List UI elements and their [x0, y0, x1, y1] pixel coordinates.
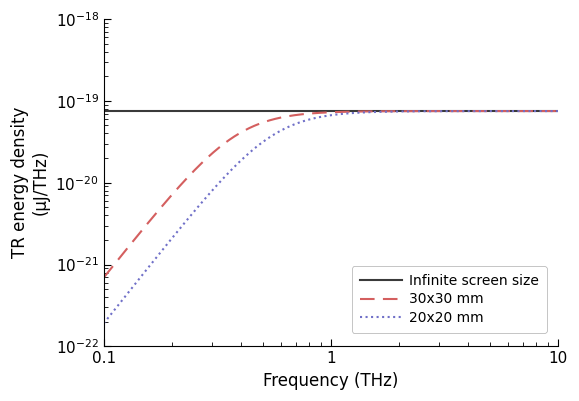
Line: 20x20 mm: 20x20 mm [104, 111, 558, 323]
30x30 mm [284, 114, 291, 119]
Y-axis label: TR energy density
(μJ/THz): TR energy density (μJ/THz) [11, 107, 50, 258]
30x30 mm [555, 109, 562, 113]
Infinite screen size [146, 109, 153, 113]
Infinite screen size [555, 109, 562, 113]
20x20 mm [301, 119, 307, 124]
Infinite screen size [100, 109, 107, 113]
20x20 mm [412, 109, 419, 114]
30x30 mm [463, 109, 470, 113]
X-axis label: Frequency (THz): Frequency (THz) [263, 372, 399, 390]
30x30 mm [455, 109, 461, 113]
30x30 mm [100, 275, 107, 280]
Infinite screen size [301, 109, 307, 113]
20x20 mm [555, 109, 562, 113]
Infinite screen size [463, 109, 470, 113]
20x20 mm [455, 109, 461, 113]
20x20 mm [100, 321, 107, 326]
Line: 30x30 mm: 30x30 mm [104, 111, 558, 277]
Infinite screen size [455, 109, 461, 113]
20x20 mm [284, 125, 291, 130]
20x20 mm [146, 263, 153, 267]
Infinite screen size [412, 109, 419, 113]
30x30 mm [146, 218, 153, 223]
Legend: Infinite screen size, 30x30 mm, 20x20 mm: Infinite screen size, 30x30 mm, 20x20 mm [351, 266, 547, 333]
20x20 mm [463, 109, 470, 113]
Infinite screen size [284, 109, 291, 113]
30x30 mm [412, 109, 419, 113]
30x30 mm [301, 111, 307, 116]
